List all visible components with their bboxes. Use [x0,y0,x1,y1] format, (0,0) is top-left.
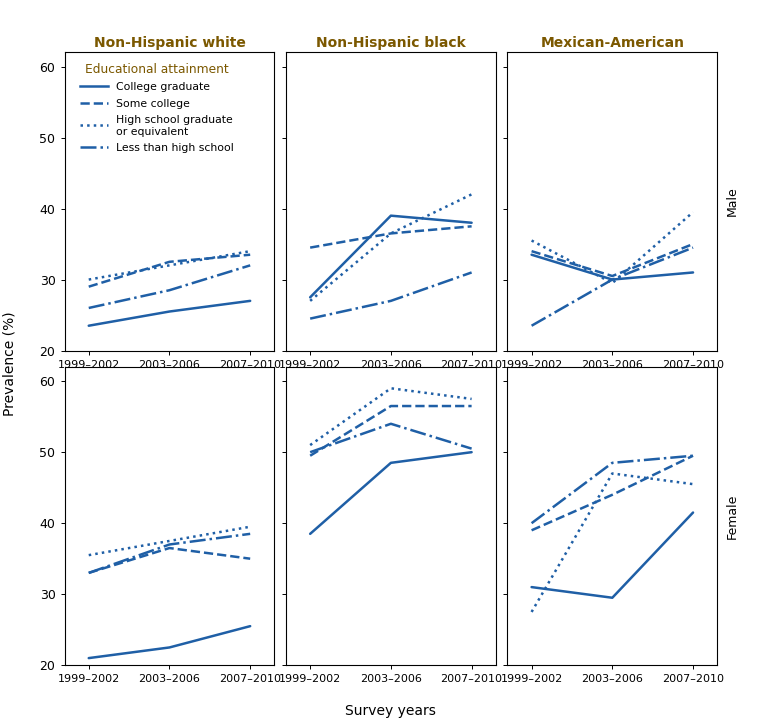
Title: Mexican-American: Mexican-American [540,36,685,49]
Title: Non-Hispanic black: Non-Hispanic black [316,36,466,49]
Title: Non-Hispanic white: Non-Hispanic white [93,36,245,49]
Text: Prevalence (%): Prevalence (%) [2,311,16,416]
Text: Male: Male [726,187,739,217]
Text: Survey years: Survey years [345,704,436,718]
Legend: College graduate, Some college, High school graduate
or equivalent, Less than hi: College graduate, Some college, High sch… [78,61,236,155]
Text: Female: Female [726,494,739,539]
